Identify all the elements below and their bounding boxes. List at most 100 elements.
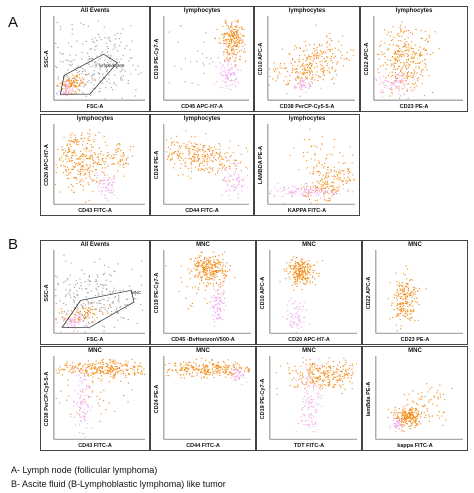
event-dot: [102, 366, 104, 368]
event-dot: [304, 78, 306, 80]
event-dot: [133, 372, 135, 374]
event-dot: [127, 382, 130, 384]
event-dot: [109, 82, 111, 84]
event-dot: [213, 265, 215, 267]
event-dot: [211, 278, 213, 280]
event-dot: [397, 45, 399, 47]
event-dot: [73, 316, 75, 318]
event-dot: [309, 366, 311, 368]
event-dot: [197, 265, 199, 267]
event-dot: [411, 410, 413, 412]
event-dot: [229, 30, 232, 32]
event-dot: [201, 162, 203, 164]
event-dot: [313, 380, 315, 382]
event-dot: [219, 317, 221, 319]
event-dot: [347, 170, 349, 172]
event-dot: [415, 66, 417, 68]
event-dot: [403, 410, 405, 413]
event-dot: [61, 312, 63, 314]
event-dot: [333, 166, 335, 168]
event-dot: [84, 73, 87, 76]
event-dot: [62, 160, 64, 162]
event-dot: [73, 161, 76, 163]
event-dot: [308, 374, 310, 376]
event-dot: [308, 190, 310, 192]
event-dot: [408, 48, 410, 50]
event-dot: [75, 139, 77, 141]
event-dot: [230, 63, 232, 65]
event-dot: [225, 372, 227, 374]
event-dot: [413, 83, 415, 85]
event-dot: [87, 292, 89, 294]
event-dot: [247, 368, 249, 370]
event-dot: [180, 152, 182, 154]
event-dot: [81, 81, 83, 84]
event-dot: [301, 420, 303, 422]
event-dot: [239, 33, 241, 35]
event-dot: [239, 180, 241, 182]
event-dot: [398, 303, 400, 305]
event-dot: [65, 84, 67, 86]
event-dot: [338, 378, 340, 380]
event-dot: [413, 412, 415, 414]
event-dot: [66, 361, 68, 363]
event-dot: [81, 269, 83, 271]
event-dot: [228, 188, 230, 190]
event-dot: [78, 319, 80, 321]
event-dot: [74, 319, 76, 321]
event-dot: [345, 182, 347, 184]
event-dot: [210, 306, 212, 309]
event-dot: [300, 193, 302, 195]
event-dot: [206, 157, 208, 159]
event-dot: [68, 86, 70, 88]
event-dot: [305, 367, 307, 369]
event-dot: [237, 35, 239, 37]
event-dot: [59, 300, 61, 302]
event-dot: [108, 381, 111, 383]
event-dot: [195, 263, 197, 265]
event-dot: [108, 39, 110, 41]
x-axis-label: CD45 APC-H7-A: [181, 104, 223, 110]
event-dot: [184, 165, 186, 167]
event-dot: [340, 171, 342, 173]
event-dot: [87, 301, 89, 304]
event-dot: [199, 149, 201, 151]
event-dot: [205, 372, 207, 374]
event-dot: [108, 74, 110, 76]
event-dot: [74, 90, 77, 93]
event-dot: [102, 186, 105, 188]
event-dot: [231, 83, 233, 85]
event-dot: [87, 313, 89, 315]
event-dot: [88, 176, 91, 178]
event-dot: [300, 66, 302, 68]
event-dot: [303, 263, 305, 265]
event-dot: [206, 270, 208, 272]
event-dot: [284, 277, 287, 279]
event-dot: [410, 56, 413, 58]
event-dot: [226, 183, 229, 185]
event-dot: [300, 184, 302, 186]
event-dot: [224, 277, 226, 279]
event-dot: [75, 86, 78, 88]
event-dot: [180, 156, 182, 158]
event-dot: [332, 193, 334, 195]
event-dot: [216, 364, 218, 366]
event-dot: [204, 267, 206, 269]
event-dot: [287, 362, 289, 364]
event-dot: [229, 75, 231, 77]
event-dot: [187, 369, 189, 371]
event-dot: [105, 279, 107, 281]
event-dot: [223, 32, 225, 34]
event-dot: [86, 427, 88, 429]
event-dot: [116, 149, 118, 151]
event-dot: [293, 302, 295, 304]
event-dot: [390, 65, 392, 67]
event-dot: [214, 37, 216, 39]
event-dot: [230, 43, 232, 45]
event-dot: [281, 190, 283, 192]
event-dot: [312, 189, 314, 191]
event-dot: [317, 397, 319, 399]
event-dot: [219, 145, 221, 147]
event-dot: [413, 311, 415, 313]
event-dot: [75, 137, 77, 139]
